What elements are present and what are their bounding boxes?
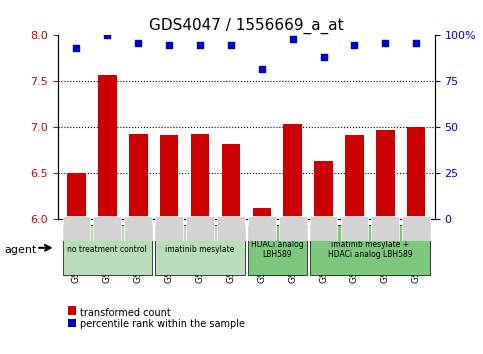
Point (320, 55, 327, 60)
FancyBboxPatch shape (279, 216, 307, 241)
Text: percentile rank within the sample: percentile rank within the sample (80, 319, 245, 329)
FancyBboxPatch shape (371, 216, 399, 241)
FancyBboxPatch shape (310, 216, 338, 241)
FancyBboxPatch shape (402, 216, 430, 241)
Point (382, 40, 389, 46)
Title: GDS4047 / 1556669_a_at: GDS4047 / 1556669_a_at (149, 18, 343, 34)
Text: HDACi analog
LBH589: HDACi analog LBH589 (251, 240, 303, 259)
Bar (284, 124, 302, 219)
FancyBboxPatch shape (186, 216, 214, 241)
Point (165, 42, 173, 47)
Point (103, 33, 111, 38)
FancyBboxPatch shape (341, 216, 369, 241)
Text: transformed count: transformed count (80, 308, 170, 318)
Text: no treatment control: no treatment control (68, 245, 147, 254)
Bar (98, 75, 116, 219)
Bar (253, 207, 271, 219)
Text: imatinib mesylate +
HDACi analog LBH589: imatinib mesylate + HDACi analog LBH589 (327, 240, 412, 259)
Point (412, 40, 420, 46)
Bar (376, 130, 395, 219)
Bar (67, 172, 86, 219)
Point (351, 42, 358, 47)
FancyBboxPatch shape (248, 225, 307, 275)
FancyBboxPatch shape (248, 216, 276, 241)
Bar (160, 135, 178, 219)
Bar (191, 134, 209, 219)
Point (289, 36, 297, 42)
Text: agent: agent (5, 245, 37, 255)
FancyBboxPatch shape (217, 216, 245, 241)
Point (72, 45, 80, 51)
Text: imatinib mesylate: imatinib mesylate (165, 245, 235, 254)
FancyBboxPatch shape (155, 216, 183, 241)
FancyBboxPatch shape (310, 225, 430, 275)
Point (258, 66, 266, 72)
Bar (314, 161, 333, 219)
Bar (345, 135, 364, 219)
Point (196, 42, 204, 47)
Bar (222, 144, 240, 219)
FancyBboxPatch shape (124, 216, 152, 241)
FancyBboxPatch shape (155, 225, 245, 275)
Bar (129, 134, 147, 219)
Bar (407, 127, 426, 219)
FancyBboxPatch shape (63, 225, 152, 275)
Point (227, 42, 235, 47)
FancyBboxPatch shape (94, 216, 121, 241)
FancyBboxPatch shape (63, 216, 90, 241)
Point (134, 40, 142, 46)
